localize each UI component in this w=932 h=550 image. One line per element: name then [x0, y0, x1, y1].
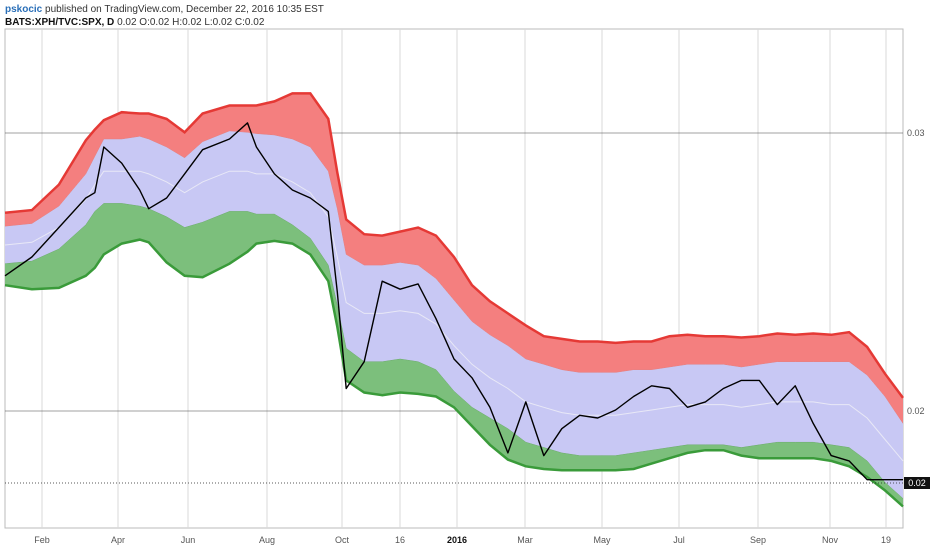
lower-line	[4, 238, 904, 508]
price-line	[4, 122, 903, 481]
x-tick-label: 2016	[447, 535, 467, 545]
ohlc-values: 0.02 O:0.02 H:0.02 L:0.02 C:0.02	[117, 17, 265, 28]
inner-lower-line	[4, 203, 904, 499]
chart-header: pskocic published on TradingView.com, De…	[5, 3, 324, 29]
upper-line	[4, 92, 905, 399]
y-tick-label: 0.03	[907, 128, 925, 138]
x-tick-label: Sep	[750, 535, 766, 545]
y-tick-label: 0.02	[907, 406, 925, 416]
x-tick-label: Nov	[822, 535, 839, 545]
last-price-badge	[904, 477, 930, 489]
x-tick-label: May	[593, 535, 611, 545]
publish-line: pskocic published on TradingView.com, De…	[5, 3, 324, 16]
x-tick-label: Mar	[517, 535, 533, 545]
x-tick-label: Jun	[181, 535, 196, 545]
x-tick-label: 16	[395, 535, 405, 545]
x-tick-label: Apr	[111, 535, 125, 545]
inner-upper-line	[4, 130, 904, 424]
x-tick-label: Jul	[673, 535, 685, 545]
last-price-label: 0.02	[908, 478, 926, 488]
x-tick-label: 19	[881, 535, 891, 545]
publish-info: published on TradingView.com, December 2…	[45, 4, 324, 15]
symbol-line: BATS:XPH/TVC:SPX, D 0.02 O:0.02 H:0.02 L…	[5, 16, 324, 29]
symbol-name[interactable]: BATS:XPH/TVC:SPX, D	[5, 17, 115, 28]
x-tick-label: Oct	[335, 535, 350, 545]
author-link[interactable]: pskocic	[5, 4, 43, 15]
x-tick-label: Aug	[259, 535, 275, 545]
middle-band	[5, 130, 903, 499]
lower-band	[5, 203, 903, 507]
midline	[4, 170, 904, 462]
x-tick-label: Feb	[34, 535, 50, 545]
